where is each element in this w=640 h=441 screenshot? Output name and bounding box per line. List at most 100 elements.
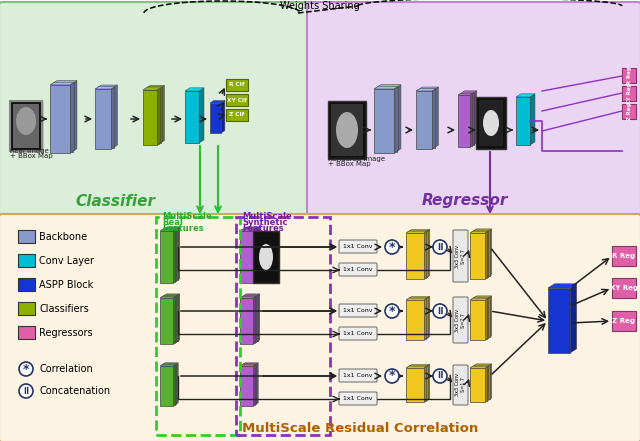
Polygon shape bbox=[177, 294, 180, 341]
Polygon shape bbox=[427, 296, 429, 338]
Ellipse shape bbox=[259, 244, 273, 270]
FancyBboxPatch shape bbox=[0, 214, 640, 441]
Bar bbox=[622, 104, 636, 119]
Polygon shape bbox=[97, 85, 117, 87]
Bar bbox=[479, 100, 503, 146]
Polygon shape bbox=[473, 230, 490, 231]
Bar bbox=[244, 295, 257, 341]
Polygon shape bbox=[394, 86, 398, 153]
Polygon shape bbox=[409, 296, 429, 298]
Polygon shape bbox=[376, 85, 401, 87]
Bar bbox=[18, 326, 35, 339]
Circle shape bbox=[433, 304, 447, 318]
Text: 3x3 Conv
S=2 7: 3x3 Conv S=2 7 bbox=[455, 309, 466, 332]
Polygon shape bbox=[176, 228, 178, 281]
Polygon shape bbox=[241, 229, 257, 230]
Text: Ⅱ: Ⅱ bbox=[437, 306, 443, 315]
Polygon shape bbox=[175, 229, 177, 282]
Bar bbox=[52, 83, 72, 152]
Bar bbox=[408, 367, 426, 401]
Polygon shape bbox=[173, 365, 175, 406]
Polygon shape bbox=[253, 365, 255, 406]
Polygon shape bbox=[176, 295, 178, 342]
Polygon shape bbox=[161, 364, 177, 365]
Circle shape bbox=[433, 240, 447, 254]
Bar bbox=[516, 97, 530, 145]
Bar bbox=[473, 366, 488, 400]
Text: Weights Sharing: Weights Sharing bbox=[280, 1, 360, 11]
FancyBboxPatch shape bbox=[453, 297, 468, 343]
Polygon shape bbox=[472, 92, 475, 146]
Text: 1x1 Conv: 1x1 Conv bbox=[343, 331, 372, 336]
Bar bbox=[163, 229, 176, 281]
Polygon shape bbox=[474, 91, 477, 145]
Bar bbox=[164, 228, 177, 280]
Bar bbox=[10, 101, 42, 151]
Bar bbox=[161, 297, 175, 343]
Polygon shape bbox=[485, 299, 487, 340]
Polygon shape bbox=[548, 284, 577, 288]
Text: 1x1 Conv: 1x1 Conv bbox=[343, 308, 372, 313]
Polygon shape bbox=[530, 94, 535, 145]
Polygon shape bbox=[409, 229, 429, 231]
Polygon shape bbox=[424, 231, 427, 279]
Text: Concatenation: Concatenation bbox=[39, 386, 110, 396]
Text: *: * bbox=[23, 363, 29, 375]
Polygon shape bbox=[427, 229, 429, 277]
Polygon shape bbox=[406, 298, 427, 300]
Text: Regressors: Regressors bbox=[39, 328, 93, 337]
Bar bbox=[331, 104, 363, 156]
Bar bbox=[474, 365, 490, 399]
Polygon shape bbox=[432, 89, 436, 149]
Polygon shape bbox=[113, 85, 117, 147]
Text: Ⅱ: Ⅱ bbox=[437, 243, 443, 251]
Text: 1x1 Conv: 1x1 Conv bbox=[343, 244, 372, 249]
Polygon shape bbox=[257, 227, 260, 280]
Text: + BBox Map: + BBox Map bbox=[10, 153, 52, 159]
Polygon shape bbox=[470, 93, 473, 147]
Text: MultiScale: MultiScale bbox=[162, 212, 212, 221]
Polygon shape bbox=[458, 93, 473, 95]
Polygon shape bbox=[474, 364, 492, 365]
Polygon shape bbox=[241, 364, 257, 365]
Polygon shape bbox=[175, 364, 177, 405]
Polygon shape bbox=[488, 230, 490, 277]
Text: Features: Features bbox=[242, 224, 284, 233]
Text: 3x3 Conv
S=1 7: 3x3 Conv S=1 7 bbox=[455, 374, 466, 396]
Bar bbox=[409, 231, 427, 277]
Polygon shape bbox=[163, 295, 178, 296]
Polygon shape bbox=[490, 364, 492, 399]
Polygon shape bbox=[488, 297, 490, 338]
Bar bbox=[240, 298, 253, 344]
Text: Z Reg: Z Reg bbox=[612, 318, 636, 324]
Text: Backbone: Backbone bbox=[39, 232, 87, 242]
Bar bbox=[97, 87, 113, 147]
FancyBboxPatch shape bbox=[453, 230, 468, 282]
Text: XY Clf: XY Clf bbox=[227, 97, 247, 102]
Bar bbox=[408, 299, 426, 339]
Polygon shape bbox=[243, 228, 258, 229]
Bar bbox=[622, 86, 636, 101]
Polygon shape bbox=[470, 299, 487, 300]
Bar bbox=[416, 91, 432, 149]
Text: Z Clf: Z Clf bbox=[229, 112, 244, 117]
Polygon shape bbox=[163, 228, 178, 229]
Polygon shape bbox=[409, 364, 429, 366]
Polygon shape bbox=[70, 82, 74, 153]
Polygon shape bbox=[173, 297, 175, 344]
Bar bbox=[10, 101, 42, 151]
Bar bbox=[164, 295, 177, 341]
Circle shape bbox=[385, 304, 399, 318]
Polygon shape bbox=[240, 230, 255, 231]
Bar bbox=[253, 231, 279, 283]
Bar bbox=[226, 94, 248, 106]
Circle shape bbox=[385, 369, 399, 383]
Polygon shape bbox=[160, 365, 175, 366]
Bar bbox=[161, 365, 175, 405]
Polygon shape bbox=[161, 296, 177, 297]
Text: + BBox Map: + BBox Map bbox=[328, 161, 371, 167]
Text: MultiScale: MultiScale bbox=[242, 212, 292, 221]
Polygon shape bbox=[490, 296, 492, 337]
Bar bbox=[143, 90, 157, 145]
Text: 1x1 Conv: 1x1 Conv bbox=[343, 373, 372, 378]
